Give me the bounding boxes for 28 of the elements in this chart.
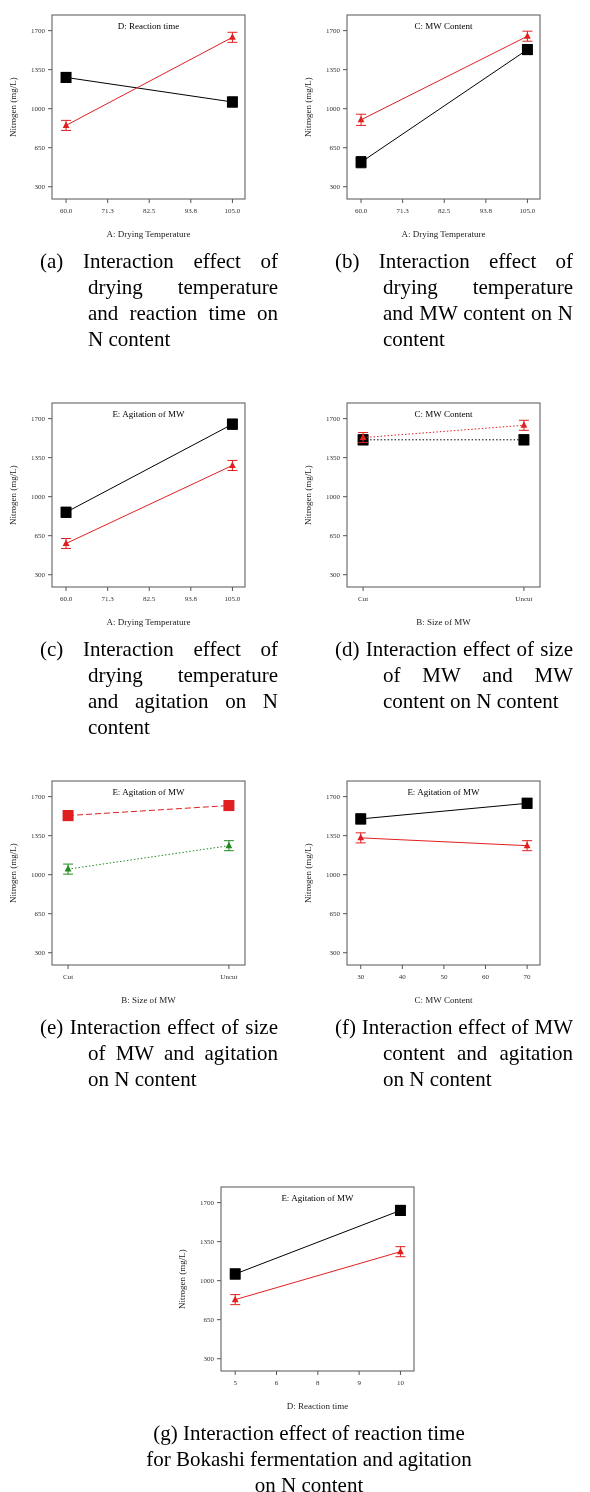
y-axis-title: Nitrogen (mg/L): [8, 77, 18, 137]
y-axis-title: Nitrogen (mg/L): [303, 843, 313, 903]
text: (g) Interaction effect of reaction time for Bokashi fermentation and agitation on N content: [145, 1420, 473, 1492]
x-axis-title: B: Size of MW: [416, 617, 472, 627]
text: E: Agitation of MW: [112, 787, 186, 797]
y-axis-title: Nitrogen (mg/L): [303, 77, 313, 137]
text: D: Reaction time: [117, 21, 180, 31]
text: E: Agitation of MW: [281, 1193, 355, 1203]
x-axis-title: A: Drying Temperature: [401, 229, 486, 239]
y-axis-title: Nitrogen (mg/L): [8, 843, 18, 903]
text: C: MW Content: [414, 409, 473, 419]
text: C: MW Content: [414, 21, 473, 31]
x-axis-title: A: Drying Temperature: [106, 617, 191, 627]
text: (e) Interaction effect of size of MW and agitation on N content: [40, 1014, 278, 1092]
y-axis-title: Nitrogen (mg/L): [177, 1249, 187, 1309]
text: (c) Interaction effect of drying temperature and agitation on N content: [40, 636, 278, 740]
y-axis-title: Nitrogen (mg/L): [303, 465, 313, 525]
x-axis-title: C: MW Content: [414, 995, 473, 1005]
x-axis-title: B: Size of MW: [121, 995, 177, 1005]
y-axis-title: Nitrogen (mg/L): [8, 465, 18, 525]
text: E: Agitation of MW: [112, 409, 186, 419]
text: (a) Interaction effect of drying temperature and reaction time on N content: [40, 248, 278, 352]
x-axis-title: A: Drying Temperature: [106, 229, 191, 239]
text: E: Agitation of MW: [407, 787, 481, 797]
text: (b) Interaction effect of drying temperature and MW content on N content: [335, 248, 573, 352]
x-axis-title: D: Reaction time: [286, 1401, 349, 1411]
text: (f) Interaction effect of MW content and agitation on N content: [335, 1014, 573, 1092]
text: (d) Interaction effect of size of MW and MW content on N content: [335, 636, 573, 714]
